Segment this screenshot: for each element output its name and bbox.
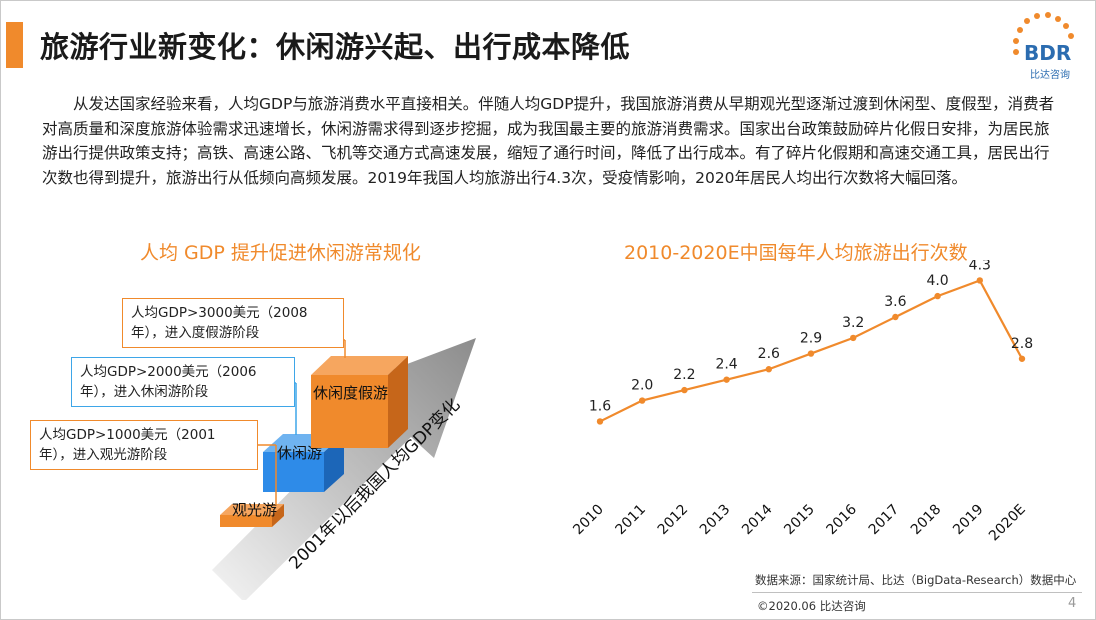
data-label: 2.2	[673, 367, 695, 383]
data-point	[850, 334, 857, 342]
x-tick-label: 2015	[781, 502, 818, 539]
footer-copyright: ©2020.06 比达咨询	[757, 599, 866, 613]
callout-1000: 人均GDP>1000美元（2001年），进入观光游阶段	[30, 420, 258, 470]
page-title: 旅游行业新变化：休闲游兴起、出行成本降低	[40, 30, 631, 64]
data-label: 2.4	[715, 357, 737, 373]
footer-divider	[752, 592, 1082, 593]
x-tick-label: 2018	[908, 502, 945, 539]
stage-label-sightseeing: 观光游	[232, 501, 277, 519]
data-point	[639, 397, 646, 404]
data-point	[807, 350, 815, 357]
data-label: 2.8	[1011, 336, 1033, 352]
data-label: 2.9	[800, 331, 822, 347]
x-tick-label: 2019	[950, 502, 987, 539]
page-number: 4	[1068, 596, 1077, 611]
data-label: 1.6	[589, 398, 611, 414]
data-point	[892, 313, 899, 321]
x-tick-label: 2020E	[986, 502, 1029, 545]
chart-title: 2010-2020E中国每年人均旅游出行次数	[624, 242, 968, 264]
stage-block-sightseeing: 观光游	[220, 501, 284, 527]
stage-block-vacation: 休闲度假游	[311, 356, 408, 448]
x-tick-label: 2016	[824, 501, 861, 538]
bdr-logo: BDR	[1013, 12, 1074, 65]
data-label: 3.2	[842, 315, 864, 331]
x-tick-label: 2012	[655, 502, 692, 539]
logo-text: BDR	[1024, 41, 1071, 65]
data-point	[934, 292, 941, 300]
data-point	[976, 277, 983, 284]
data-point	[723, 376, 730, 383]
callout-3000: 人均GDP>3000美元（2008年），进入度假游阶段	[122, 298, 344, 348]
x-tick-label: 2014	[739, 501, 776, 538]
data-label: 4.3	[969, 260, 991, 273]
trips-line-chart: 1.6 2010 2.0 2011 2.2 2012 2.4 2013 2.6 2014 2.9 20…	[570, 260, 1033, 545]
data-point	[596, 418, 604, 425]
left-panel-title: 人均 GDP 提升促进休闲游常规化	[140, 242, 421, 264]
stage-label-leisure: 休闲游	[277, 444, 322, 462]
data-point	[765, 366, 772, 373]
logo-dots-icon	[1013, 12, 1074, 55]
data-label: 4.0	[926, 273, 948, 289]
x-tick-label: 2010	[570, 502, 607, 539]
stage-label-vacation: 休闲度假游	[313, 384, 388, 402]
data-label: 2.0	[631, 378, 653, 394]
logo-subtitle: 比达咨询	[1030, 70, 1070, 81]
data-label: 3.6	[884, 294, 906, 310]
data-source: 数据来源：国家统计局、比达（BigData-Research）数据中心	[755, 573, 1077, 587]
title-accent-bar	[6, 22, 23, 68]
gdp-stages-diagram: 2001年以后我国人均GDP变化 观光游 休闲游 休闲度假游	[212, 338, 476, 600]
intro-paragraph: 从发达国家经验来看，人均GDP与旅游消费水平直接相关。伴随人均GDP提升，我国旅…	[42, 95, 1055, 187]
x-tick-label: 2013	[697, 502, 734, 539]
callout-2000: 人均GDP>2000美元（2006年），进入休闲游阶段	[71, 357, 295, 407]
x-tick-label: 2011	[613, 502, 650, 539]
x-tick-label: 2017	[866, 502, 903, 539]
data-point	[1018, 355, 1026, 362]
data-label: 2.6	[758, 346, 780, 362]
data-point	[681, 386, 688, 394]
